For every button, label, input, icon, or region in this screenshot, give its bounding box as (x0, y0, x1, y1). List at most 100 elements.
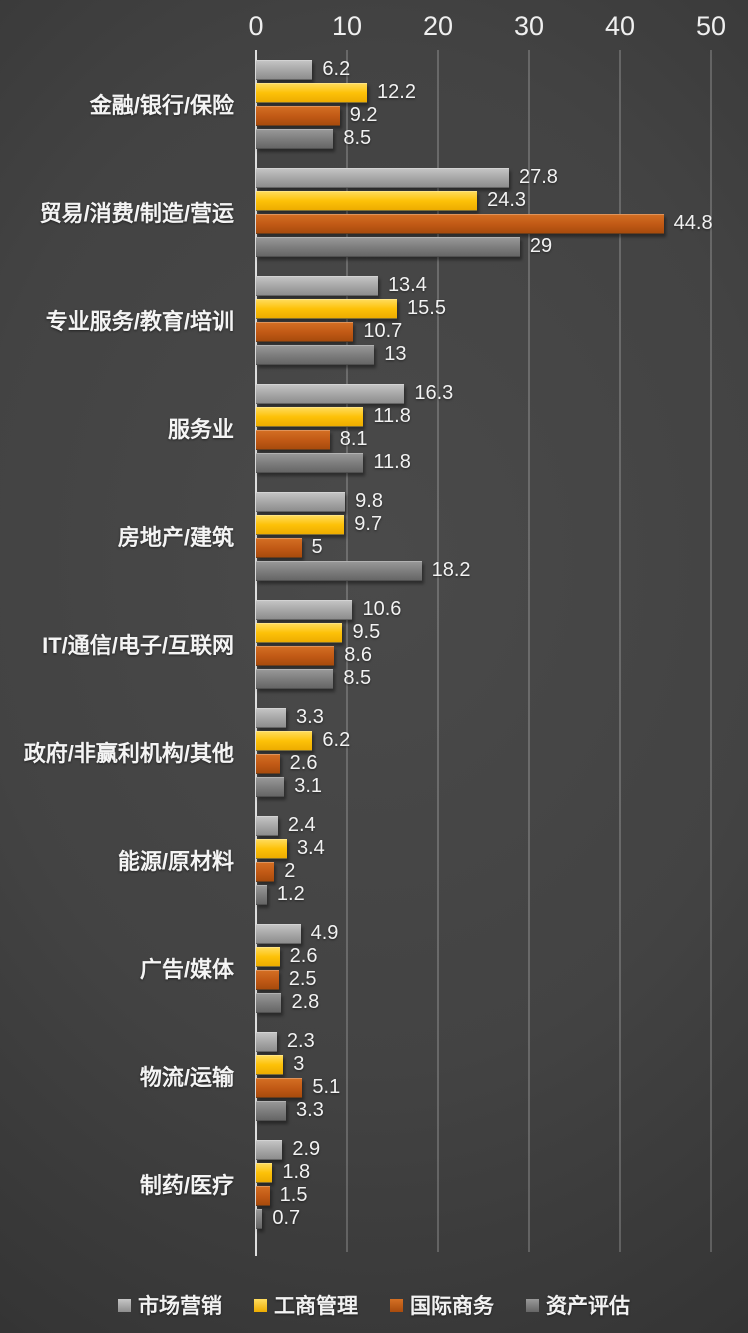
bar-series-3 (256, 430, 330, 450)
bar-series-3 (256, 1186, 270, 1206)
bar-series-3 (256, 106, 340, 126)
bar-series-4 (256, 453, 364, 473)
bar-value-label: 8.5 (343, 127, 372, 149)
legend-item-3: 国际商务 (390, 1290, 494, 1320)
bar-series-1 (256, 816, 278, 836)
bar-series-1 (256, 924, 301, 944)
bar-series-1 (256, 1140, 283, 1160)
bar-series-4 (256, 129, 334, 149)
bar-value-label: 16.3 (414, 382, 454, 404)
legend-swatch (390, 1298, 403, 1312)
x-axis-tick-label: 10 (331, 11, 363, 41)
x-axis: 0 10 20 30 40 50 (0, 0, 748, 50)
bar-value-label: 4.9 (310, 922, 339, 944)
bar-series-3 (256, 322, 354, 342)
bar-value-label: 8.5 (343, 667, 372, 689)
legend-swatch (254, 1298, 267, 1312)
bar-value-label: 3.4 (296, 837, 325, 859)
bar-value-label: 8.6 (344, 644, 373, 666)
legend: 市场营销 工商管理 国际商务 资产评估 (0, 1284, 748, 1326)
bar-series-3 (256, 1078, 303, 1098)
category-label: 金融/银行/保险 (89, 93, 234, 118)
bar-series-2 (256, 515, 345, 535)
bar-value-label: 2.5 (288, 968, 317, 990)
bar-value-label: 2.8 (291, 991, 320, 1013)
bar-series-2 (256, 623, 343, 643)
bar-series-3 (256, 970, 279, 990)
gridline (346, 50, 348, 1252)
bar-series-3 (256, 862, 275, 882)
category-label: 专业服务/教育/培训 (45, 309, 234, 334)
bar-value-label: 29 (529, 235, 553, 257)
bar-series-2 (256, 839, 287, 859)
gridline (528, 50, 530, 1252)
bar-series-2 (256, 299, 398, 319)
x-axis-tick-label: 0 (248, 11, 264, 41)
bar-series-1 (256, 384, 405, 404)
bar-value-label: 27.8 (518, 166, 558, 188)
bar-value-label: 24.3 (487, 189, 527, 211)
bar-series-3 (256, 646, 335, 666)
legend-label: 资产评估 (546, 1295, 630, 1318)
bar-value-label: 1.8 (282, 1161, 311, 1183)
bar-series-2 (256, 407, 364, 427)
category-label: 能源/原材料 (117, 849, 234, 874)
bar-value-label: 6.2 (322, 729, 351, 751)
bar-value-label: 15.5 (407, 297, 446, 319)
bar-value-label: 10.6 (362, 598, 402, 620)
legend-swatch (118, 1298, 131, 1312)
bar-value-label: 3 (293, 1053, 305, 1075)
legend-label: 国际商务 (410, 1295, 494, 1318)
bar-value-label: 11.8 (373, 451, 411, 473)
bar-value-label: 44.8 (673, 212, 713, 234)
category-label: 服务业 (167, 417, 234, 442)
category-label: 政府/非赢利机构/其他 (23, 741, 234, 766)
bar-value-label: 2.3 (286, 1030, 315, 1052)
bar-value-label: 9.2 (349, 104, 378, 126)
legend-item-1: 市场营销 (118, 1290, 222, 1320)
bar-value-label: 2.6 (289, 752, 318, 774)
bar-series-4 (256, 237, 520, 257)
gridline (437, 50, 439, 1252)
x-axis-tick-label: 20 (422, 11, 454, 41)
bar-value-label: 9.7 (354, 513, 383, 535)
bar-series-1 (256, 276, 378, 296)
x-axis-tick-label: 40 (604, 11, 636, 41)
bar-value-label: 2.9 (292, 1138, 321, 1160)
legend-label: 市场营销 (138, 1295, 222, 1318)
x-axis-tick-label: 50 (695, 11, 727, 41)
bar-value-label: 3.3 (296, 706, 324, 728)
bar-series-3 (256, 754, 280, 774)
bar-series-1 (256, 168, 509, 188)
bar-value-label: 11.8 (373, 405, 411, 427)
bar-series-1 (256, 600, 353, 620)
category-label: 广告/媒体 (139, 957, 234, 982)
bar-series-2 (256, 83, 368, 103)
bar-series-4 (256, 993, 282, 1013)
category-label: IT/通信/电子/互联网 (42, 633, 234, 658)
bar-series-1 (256, 1032, 277, 1052)
bar-value-label: 1.5 (279, 1184, 308, 1206)
bar-value-label: 10.7 (363, 320, 403, 342)
bar-value-label: 18.2 (431, 559, 471, 581)
bar-series-3 (256, 538, 302, 558)
bar-series-4 (256, 345, 375, 365)
bar-value-label: 3.3 (296, 1099, 324, 1121)
gridline (619, 50, 621, 1252)
bar-series-2 (256, 731, 313, 751)
bar-series-3 (256, 214, 664, 234)
legend-swatch (526, 1298, 539, 1312)
x-axis-tick-label: 30 (513, 11, 545, 41)
bar-value-label: 5 (311, 536, 323, 558)
category-label: 物流/运输 (139, 1065, 234, 1090)
category-label: 贸易/消费/制造/营运 (39, 201, 234, 226)
bar-series-4 (256, 1101, 287, 1121)
legend-item-2: 工商管理 (254, 1290, 358, 1320)
legend-label: 工商管理 (274, 1295, 358, 1318)
bar-series-4 (256, 669, 334, 689)
bar-series-1 (256, 708, 287, 728)
bar-value-label: 2 (284, 860, 296, 882)
bar-value-label: 5.1 (312, 1076, 341, 1098)
bar-value-label: 12.2 (377, 81, 416, 103)
